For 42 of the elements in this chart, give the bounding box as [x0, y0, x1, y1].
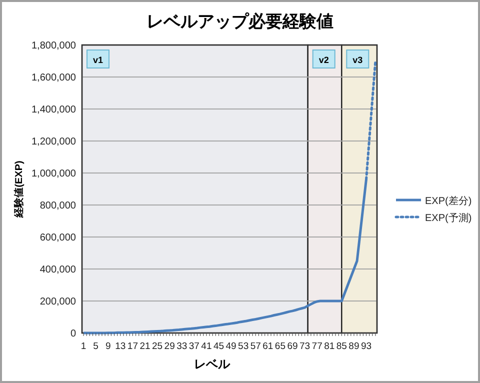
x-tick-label: 5 [93, 341, 98, 352]
x-tick-label: 53 [238, 341, 249, 352]
y-tick-label: 1,200,000 [32, 136, 76, 148]
x-tick-label: 45 [213, 341, 224, 352]
x-tick-label: 1 [80, 341, 86, 352]
x-tick-label: 73 [299, 341, 310, 352]
legend-label: EXP(差分) [425, 195, 472, 207]
band-label: v3 [352, 55, 363, 65]
y-tick-label: 1,800,000 [32, 40, 76, 52]
y-axis-title: 経験値(EXP) [13, 160, 25, 218]
x-tick-label: 41 [201, 341, 212, 352]
x-tick-label: 25 [152, 341, 163, 352]
x-tick-label: 69 [287, 341, 298, 352]
x-axis-title: レベル [194, 357, 231, 371]
x-tick-label: 49 [226, 341, 236, 352]
y-tick-label: 600,000 [40, 232, 76, 244]
x-tick-label: 85 [336, 341, 347, 352]
x-tick-label: 61 [262, 341, 274, 352]
band-label: v1 [92, 55, 104, 65]
legend-label: EXP(予測) [425, 212, 472, 224]
x-tick-label: 81 [324, 341, 335, 352]
x-tick-label: 65 [274, 341, 286, 352]
y-tick-label: 1,400,000 [32, 104, 76, 116]
chart-title: レベルアップ必要経験値 [146, 12, 334, 31]
band-label: v2 [318, 55, 329, 65]
x-tick-label: 9 [105, 341, 111, 352]
y-tick-label: 1,600,000 [32, 72, 76, 84]
x-tick-label: 21 [140, 341, 150, 352]
x-tick-label: 77 [312, 341, 322, 352]
x-tick-label: 89 [348, 341, 360, 352]
x-tick-label: 33 [176, 341, 188, 352]
y-tick-label: 0 [70, 328, 76, 340]
y-tick-label: 400,000 [40, 264, 76, 276]
y-tick-label: 1,000,000 [32, 168, 76, 180]
y-tick-label: 800,000 [40, 200, 76, 212]
x-tick-label: 13 [115, 341, 126, 352]
x-tick-label: 17 [127, 341, 138, 352]
x-tick-label: 29 [164, 341, 175, 352]
x-tick-label: 37 [188, 341, 200, 352]
x-tick-label: 57 [250, 341, 261, 352]
x-tick-label: 93 [360, 341, 372, 352]
y-tick-label: 200,000 [40, 296, 76, 308]
